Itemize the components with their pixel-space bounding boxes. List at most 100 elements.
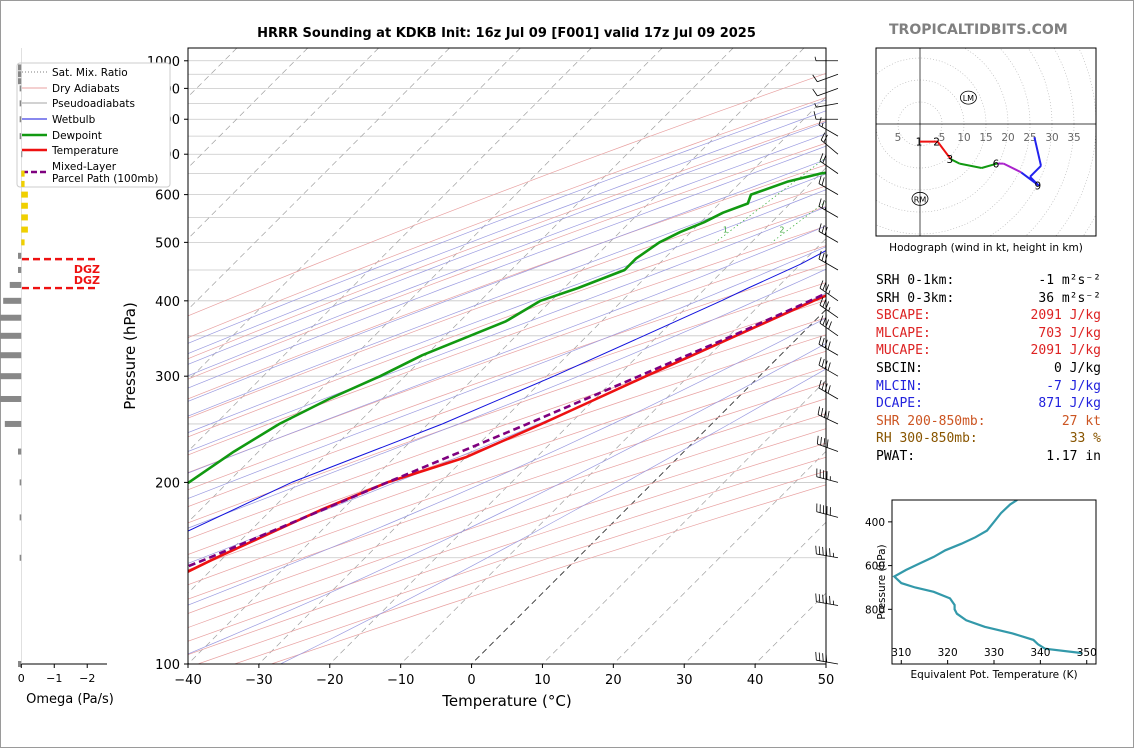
- dry-adiabat: [188, 72, 826, 317]
- wind-barb-flag: [824, 360, 828, 369]
- wind-barb-flag: [821, 177, 825, 186]
- omega-bar: [21, 191, 28, 198]
- hodo-height-label: 2: [933, 137, 940, 149]
- stat-label: SBCAPE:: [876, 308, 931, 324]
- wind-barb-flag: [827, 362, 831, 371]
- wind-barb-flag: [822, 299, 827, 308]
- hodo-segment: [936, 141, 952, 160]
- moist-adiabat: [188, 206, 826, 452]
- wind-barb-flag: [818, 198, 822, 207]
- x-tick-label: 10: [534, 673, 551, 688]
- omega-bar: [18, 661, 22, 667]
- theta-e-y-tick-label: 600: [865, 561, 885, 573]
- wind-barb-half: [821, 122, 824, 128]
- theta-e-y-label: Pressure (hPa): [876, 544, 888, 619]
- hodo-ring-label: 25: [1023, 132, 1036, 144]
- stat-unit: m²s⁻²: [1054, 273, 1101, 288]
- wind-barb-flag: [827, 385, 831, 394]
- dry-adiabat: [188, 185, 826, 419]
- legend-label: Dry Adiabats: [52, 83, 120, 95]
- theta-e-y-tick-label: 400: [865, 517, 885, 529]
- stat-value: 871 J/kg: [1038, 396, 1101, 412]
- omega-bar: [18, 252, 22, 259]
- stat-label: SRH 0-1km:: [876, 273, 955, 288]
- omega-bar: [18, 71, 22, 78]
- x-tick-label: 40: [747, 673, 764, 688]
- isotherm-line: [188, 48, 592, 452]
- legend-label: Wetbulb: [52, 114, 96, 126]
- wind-barb-flag: [827, 410, 830, 420]
- wind-barb-flag: [821, 381, 825, 390]
- hodo-marker-label: LM: [963, 94, 974, 103]
- wind-barb-staff: [819, 160, 839, 174]
- hodo-marker: [960, 90, 977, 105]
- wind-barb-flag: [826, 439, 829, 448]
- wind-barb-flag: [822, 282, 827, 291]
- dry-adiabat: [188, 206, 826, 438]
- moist-adiabat: [280, 368, 826, 664]
- stat-value: -1: [1038, 273, 1055, 288]
- dry-adiabat: [188, 164, 826, 400]
- dry-adiabat: [188, 398, 826, 614]
- theta-e-line: [892, 500, 1083, 655]
- wind-barb-flag: [824, 409, 827, 418]
- mixing-ratio-line: [990, 48, 1134, 242]
- dry-adiabat: [188, 120, 826, 360]
- stat-row: RH 300-850mb: 33 %: [876, 430, 1101, 448]
- wind-barb-flag: [823, 134, 828, 143]
- moist-adiabat: [188, 133, 826, 377]
- wind-barb-staff: [818, 364, 839, 377]
- isotherm-line: [329, 167, 826, 664]
- omega-bar: [21, 180, 25, 187]
- legend-label: Sat. Mix. Ratio: [52, 67, 128, 79]
- dry-adiabat: [188, 97, 826, 339]
- mixing-ratio-label: 24: [1015, 226, 1025, 235]
- brand-watermark: TROPICALTIDBITS.COM: [889, 22, 1068, 38]
- stat-label: MLCIN:: [876, 378, 923, 394]
- wind-barb-staff: [816, 601, 839, 606]
- omega-bar: [19, 116, 22, 123]
- chart-title: HRRR Sounding at KDKB Init: 16z Jul 09 […: [257, 26, 756, 41]
- y-tick-label: 200: [155, 476, 180, 491]
- wind-barb-flag: [819, 297, 824, 306]
- wind-barb-flag: [821, 358, 825, 368]
- stat-value: 2091 J/kg: [1030, 343, 1101, 359]
- omega-bar: [18, 448, 22, 455]
- legend-label: Mixed-Layer: [52, 161, 117, 173]
- wind-barb-staff: [819, 304, 839, 319]
- wind-barb-flag: [824, 383, 828, 392]
- wind-barb-flag: [812, 88, 818, 97]
- mixing-ratio-label: 20: [996, 226, 1006, 235]
- stat-row: MUCAPE: 2091 J/kg: [876, 342, 1101, 360]
- wind-barb-flag: [818, 357, 822, 366]
- wind-barb-flag: [825, 653, 828, 663]
- hodo-ring-label: 30: [1045, 132, 1058, 144]
- mixing-ratio-label: 36: [1059, 226, 1069, 235]
- wind-barb-staff: [818, 258, 839, 271]
- hodo-caption: Hodograph (wind in kt, height in km): [889, 242, 1083, 254]
- y-tick-label: 400: [155, 295, 180, 310]
- mixing-ratio-line: [869, 48, 1134, 242]
- stat-unit: m²s⁻²: [1054, 290, 1101, 306]
- isotherm-line: [471, 308, 826, 664]
- isotherm-line: [188, 48, 309, 169]
- isotherm-line: [258, 96, 826, 664]
- wind-barb-flag: [828, 321, 832, 330]
- hodo-marker: [911, 191, 929, 206]
- moist-adiabat: [188, 145, 826, 389]
- wind-barb-flag: [825, 301, 830, 310]
- stat-row: PWAT: 1.17 in: [876, 448, 1101, 466]
- dgz-label: DGZ: [74, 274, 100, 287]
- wind-barb-staff: [818, 231, 839, 243]
- wind-barb-staff: [818, 206, 839, 218]
- wind-barb-flag: [820, 436, 822, 446]
- dry-adiabat: [188, 142, 826, 380]
- wind-barb-flag: [824, 339, 828, 348]
- dry-adiabat: [188, 382, 826, 600]
- hodo-segment: [1033, 136, 1042, 167]
- isotherm-line: [188, 48, 450, 311]
- mixing-ratio-label: 1: [723, 226, 728, 235]
- wind-barb-staff: [816, 659, 839, 665]
- hodo-ring-label: 15: [979, 132, 992, 144]
- x-tick-label: −40: [174, 673, 201, 688]
